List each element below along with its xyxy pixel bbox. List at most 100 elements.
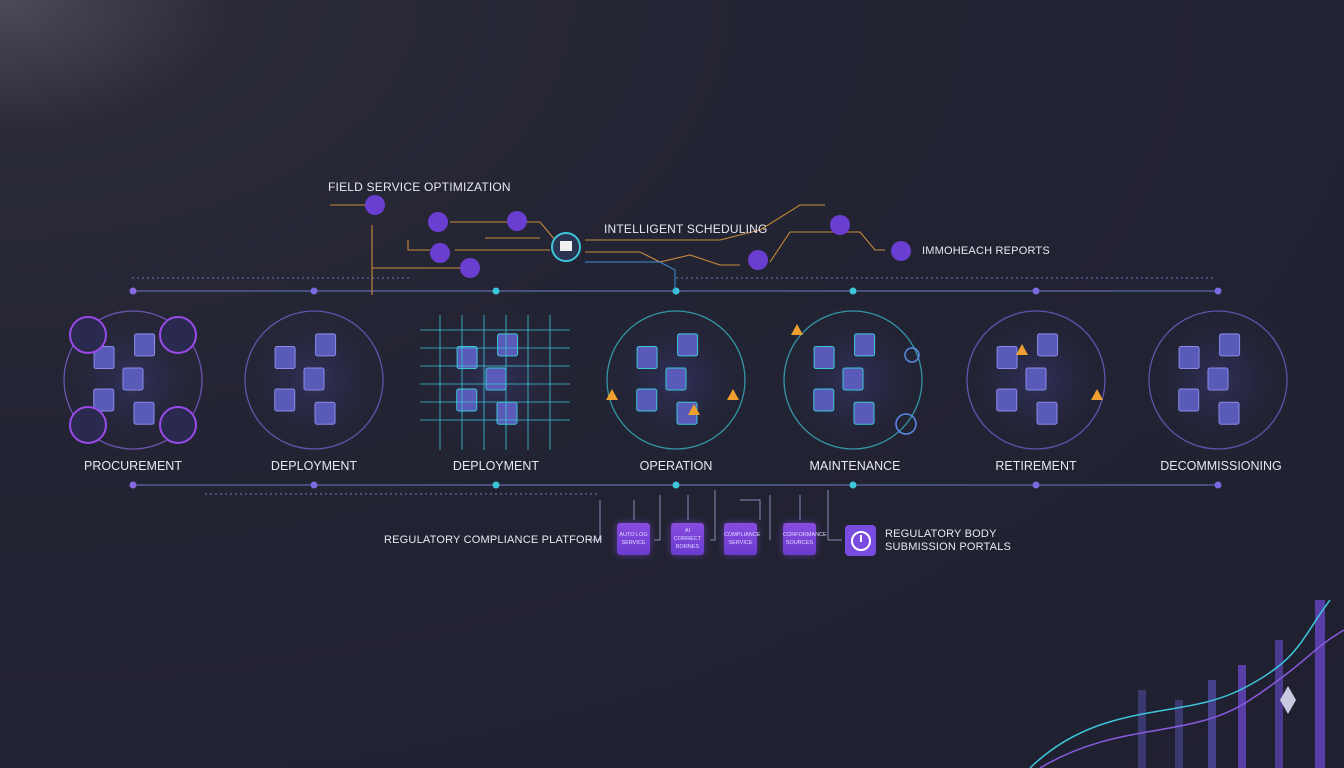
equipment-icon <box>456 388 478 412</box>
field-service-node-icon <box>365 195 385 215</box>
equipment-icon <box>1036 401 1058 425</box>
stage-label-procurement: PROCUREMENT <box>84 459 182 473</box>
timeline-node <box>1032 481 1040 489</box>
decorative-growth-chart <box>1029 599 1344 768</box>
equipment-icon <box>274 388 296 412</box>
timeline-node <box>129 287 137 295</box>
compliance-connectors <box>588 490 842 541</box>
timeline-node <box>492 287 500 295</box>
stage-circle <box>966 310 1106 450</box>
reports-label: IMMOHEACH REPORTS <box>922 245 1050 257</box>
stage-label-retirement: RETIREMENT <box>995 459 1077 473</box>
equipment-icon <box>665 367 687 391</box>
schedule-document-icon <box>560 241 572 251</box>
procurement-satellite-icon <box>159 316 197 354</box>
stage-label-deployment-2: DEPLOYMENT <box>452 459 540 473</box>
timeline-node <box>672 481 680 489</box>
stage-equipment-icons <box>791 324 876 425</box>
equipment-icon <box>996 388 1018 412</box>
equipment-icon <box>996 346 1018 370</box>
stage-label-decommissioning: DECOMMISSIONING <box>1160 459 1282 473</box>
stage-equipment-icons <box>996 333 1103 425</box>
equipment-icon <box>274 346 296 370</box>
stage-circle <box>606 310 746 450</box>
equipment-icon <box>677 333 699 357</box>
sparkle-icon <box>1280 686 1296 714</box>
equipment-icon <box>1178 346 1200 370</box>
timeline-node <box>1032 287 1040 295</box>
equipment-icon <box>842 367 864 391</box>
compliance-box: CONFORMANCE SOURCES <box>783 523 827 555</box>
equipment-icon <box>1218 401 1240 425</box>
stage-circle <box>1148 310 1288 450</box>
timeline-node <box>129 481 137 489</box>
equipment-icon <box>636 388 658 412</box>
field-service-connectors <box>330 204 885 295</box>
portal-clock-icon <box>845 525 876 556</box>
warning-icon <box>688 404 700 415</box>
equipment-icon <box>636 346 658 370</box>
equipment-icon <box>314 401 336 425</box>
field-service-node-icon <box>430 243 450 263</box>
equipment-icon <box>1037 333 1059 357</box>
equipment-icon <box>456 346 478 370</box>
equipment-icon <box>813 346 835 370</box>
stage-equipment-icons <box>606 333 739 425</box>
equipment-icon <box>813 388 835 412</box>
stage-equipment-icons <box>274 333 337 425</box>
warning-icon <box>1016 344 1028 355</box>
equipment-icon <box>496 401 518 425</box>
timeline-node <box>672 287 680 295</box>
warning-icon <box>606 389 618 400</box>
stage-equipment-icons <box>420 315 570 450</box>
compliance-title: REGULATORY COMPLIANCE PLATFORM <box>384 534 603 546</box>
equipment-icon <box>1207 367 1229 391</box>
equipment-icon <box>303 367 325 391</box>
compliance-box: AI CORRECT BORNES <box>671 523 704 555</box>
equipment-icon <box>1025 367 1047 391</box>
equipment-icon <box>854 333 876 357</box>
equipment-icon <box>1219 333 1241 357</box>
timeline-node <box>1214 287 1222 295</box>
warning-icon <box>1091 389 1103 400</box>
procurement-satellite-icon <box>159 406 197 444</box>
compliance-box: AUTO LOG SERVICE <box>617 523 650 555</box>
equipment-icon <box>133 401 155 425</box>
timeline-node <box>310 481 318 489</box>
stage-circle <box>783 310 923 450</box>
procurement-satellite-icon <box>69 316 107 354</box>
timeline-node <box>849 287 857 295</box>
stage-equipment-icons <box>1178 333 1241 425</box>
stage-equipment-icons <box>69 316 197 444</box>
timeline-node <box>849 481 857 489</box>
equipment-icon <box>93 346 115 370</box>
field-service-node-icon <box>507 211 527 231</box>
field-service-node-icon <box>891 241 911 261</box>
stage-circle <box>63 310 203 450</box>
equipment-icon <box>122 367 144 391</box>
equipment-icon <box>1178 388 1200 412</box>
field-service-node-icon <box>460 258 480 278</box>
equipment-icon <box>315 333 337 357</box>
equipment-icon <box>485 367 507 391</box>
clock-icon <box>904 347 920 363</box>
stage-label-maintenance: MAINTENANCE <box>809 459 901 473</box>
field-service-node-icon <box>748 250 768 270</box>
equipment-icon <box>497 333 519 357</box>
intelligent-scheduling-label: INTELLIGENT SCHEDULING <box>604 222 768 236</box>
timeline-node <box>1214 481 1222 489</box>
clock-icon <box>895 413 917 435</box>
field-service-title: FIELD SERVICE OPTIMIZATION <box>328 180 511 194</box>
field-service-node-icon <box>830 215 850 235</box>
schedule-link <box>585 261 676 292</box>
stage-label-operation: OPERATION <box>639 459 713 473</box>
equipment-icon <box>93 388 115 412</box>
procurement-satellite-icon <box>69 406 107 444</box>
stage-circle <box>244 310 384 450</box>
stage-label-deployment: DEPLOYMENT <box>270 459 358 473</box>
timeline-node <box>310 287 318 295</box>
warning-icon <box>727 389 739 400</box>
field-service-node-icon <box>428 212 448 232</box>
equipment-icon <box>134 333 156 357</box>
